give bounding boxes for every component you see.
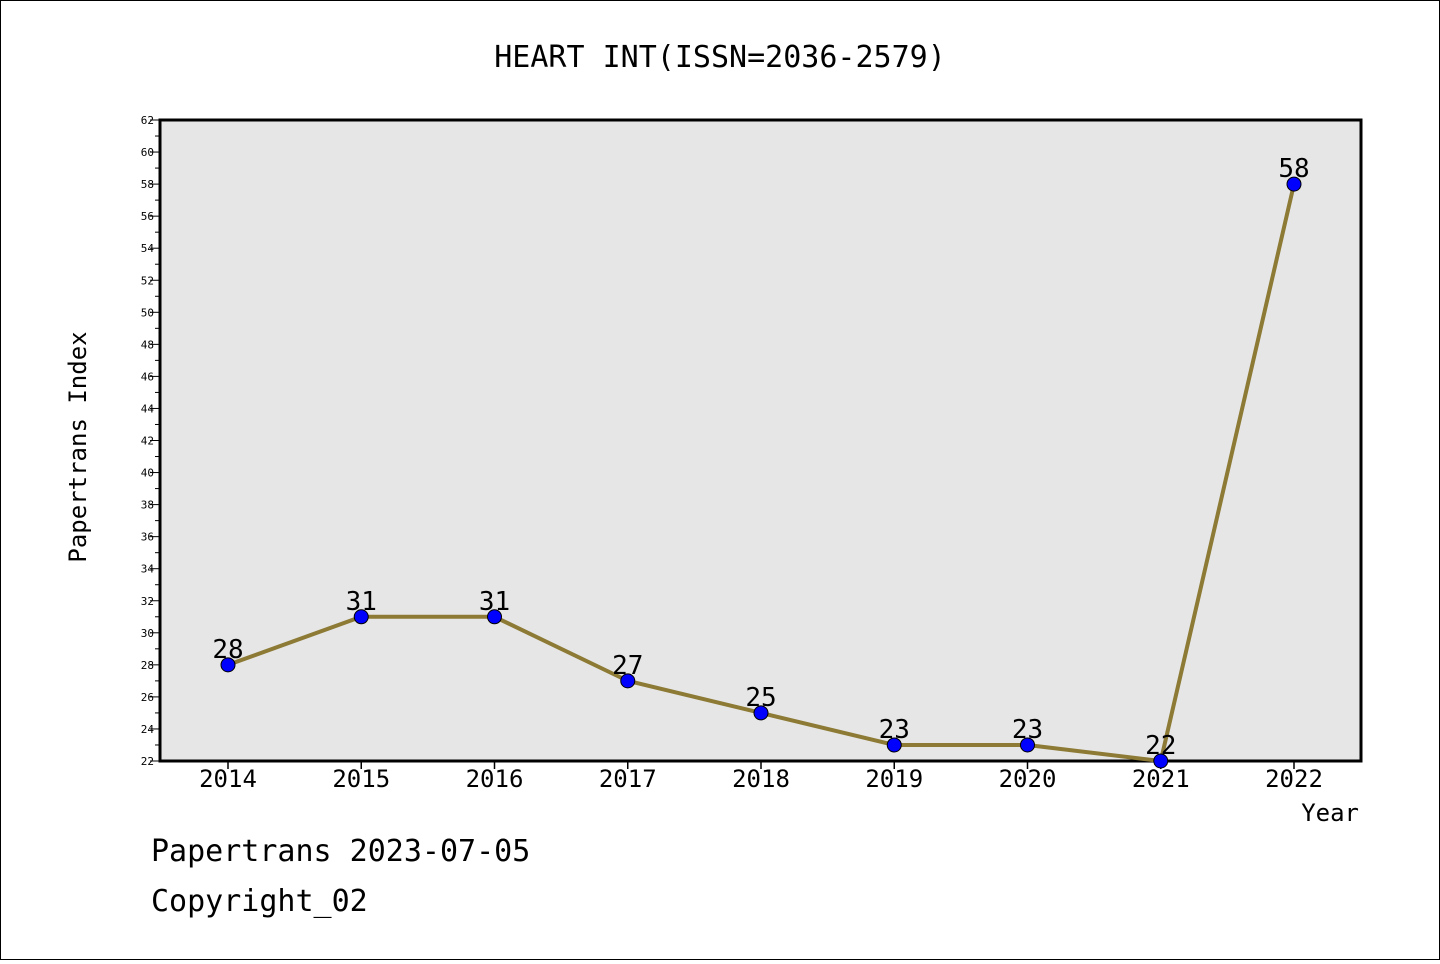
series-line-segment (759, 710, 897, 747)
y-tick-label: 52 (141, 274, 154, 287)
series-line-segment (226, 614, 364, 667)
series-line-segment (1025, 742, 1163, 763)
y-tick-label: 22 (141, 755, 154, 768)
y-tick-label: 50 (141, 306, 154, 319)
plot-area (158, 118, 1363, 763)
x-tick-label: 2015 (332, 765, 390, 793)
y-tick-label: 38 (141, 499, 154, 512)
y-tick-label: 42 (141, 435, 154, 448)
data-labels: 28 31 31 27 25 23 23 22 58 (212, 154, 1309, 761)
footer-date: Papertrans 2023-07-05 (151, 834, 531, 869)
data-label: 27 (612, 651, 643, 681)
y-tick-label: 44 (141, 402, 155, 415)
data-point (1286, 176, 1302, 192)
x-tick-label: 2019 (865, 765, 923, 793)
data-label: 31 (346, 587, 377, 617)
data-point (620, 673, 636, 689)
y-tick-label: 56 (141, 210, 154, 223)
x-axis-label: Year (1301, 799, 1359, 827)
data-point (1020, 737, 1035, 753)
x-tick-label: 2022 (1265, 765, 1323, 793)
chart-title: HEART INT(ISSN=2036-2579) (494, 40, 946, 75)
y-tick-label: 26 (141, 691, 154, 704)
data-point (220, 657, 236, 673)
data-point (886, 737, 902, 753)
y-tick-label: 36 (141, 531, 154, 544)
series-line-segment (625, 678, 763, 715)
y-axis-ticks: 22 24 26 28 30 32 34 36 38 40 42 44 46 48 50 52 54 56 58 60… (141, 114, 160, 768)
y-tick-label: 58 (141, 178, 154, 191)
y-axis-label: Papertrans Index (64, 331, 92, 562)
x-tick-label: 2018 (732, 765, 790, 793)
x-tick-label: 2016 (466, 765, 524, 793)
data-label: 28 (212, 635, 243, 665)
x-tick-label: 2017 (599, 765, 657, 793)
y-tick-label: 24 (141, 723, 155, 736)
y-tick-label: 32 (141, 595, 154, 608)
series-points (220, 176, 1302, 769)
series-line-segment (492, 614, 630, 683)
data-point (487, 609, 502, 625)
footer-copyright: Copyright_02 (151, 884, 368, 919)
data-point (753, 705, 769, 721)
x-tick-label: 2021 (1132, 765, 1190, 793)
data-label: 23 (879, 715, 910, 745)
data-label: 22 (1145, 731, 1176, 761)
y-tick-label: 28 (141, 659, 154, 672)
data-label: 25 (745, 683, 776, 713)
y-tick-label: 48 (141, 338, 154, 351)
y-tick-label: 40 (141, 467, 154, 480)
y-tick-label: 54 (141, 242, 155, 255)
data-point (1153, 753, 1169, 769)
y-tick-label: 62 (141, 114, 154, 127)
y-tick-label: 30 (141, 627, 154, 640)
x-tick-label: 2014 (199, 765, 257, 793)
y-tick-label: 46 (141, 370, 154, 383)
y-tick-label: 60 (141, 146, 154, 159)
data-label: 58 (1278, 154, 1309, 184)
y-tick-label: 34 (141, 563, 155, 576)
x-tick-label: 2020 (999, 765, 1057, 793)
x-axis-ticks: 2014 2015 2016 2017 2018 2019 2020 2021 2022 (199, 761, 1323, 793)
series-line-segment (1158, 182, 1296, 763)
data-label: 31 (479, 587, 510, 617)
series-lines (226, 182, 1296, 763)
data-point (353, 609, 369, 625)
data-label: 23 (1012, 715, 1043, 745)
